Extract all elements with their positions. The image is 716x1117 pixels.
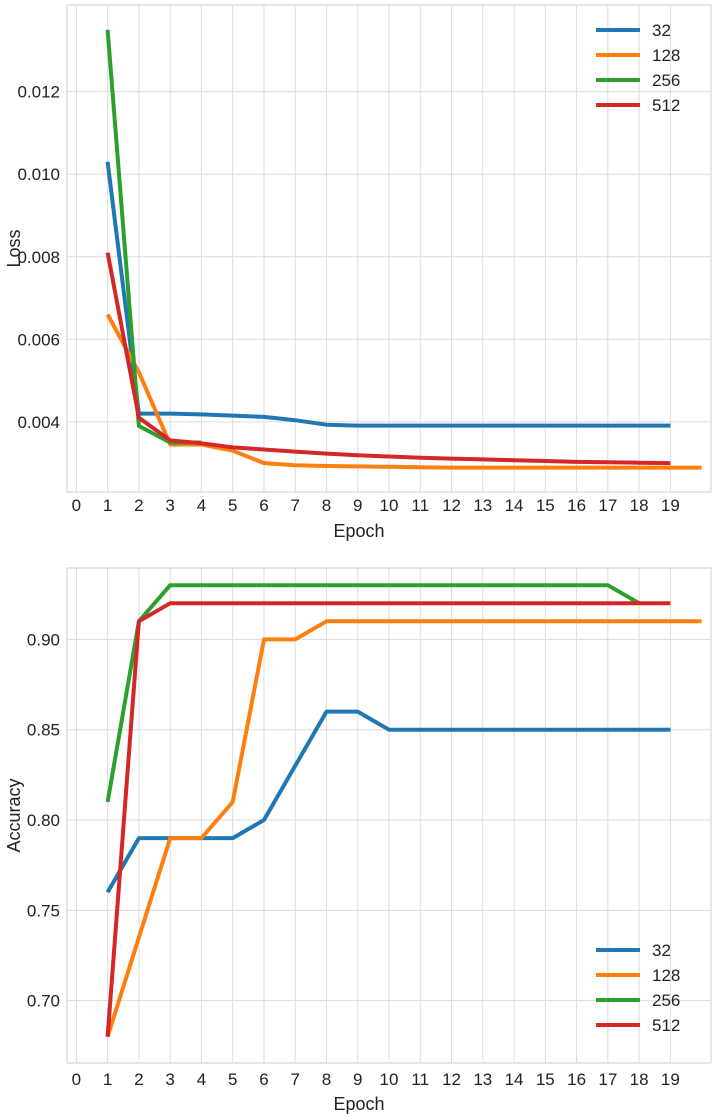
x-tick-label: 17 (598, 1070, 617, 1089)
y-axis-label: Loss (4, 229, 24, 267)
x-axis-label: Epoch (333, 521, 384, 541)
x-tick-label: 12 (442, 496, 461, 515)
x-tick-label: 19 (661, 496, 680, 515)
x-tick-label: 15 (536, 496, 555, 515)
series-lines (105, 29, 702, 470)
x-tick-label: 7 (290, 496, 299, 515)
x-tick-label: 14 (505, 1070, 524, 1089)
legend-label: 256 (652, 71, 680, 90)
legend: 32 128 256 512 (596, 21, 680, 115)
x-tick-label: 19 (661, 1070, 680, 1089)
x-tick-label: 9 (353, 1070, 362, 1089)
x-tick-label: 6 (259, 1070, 268, 1089)
x-tick-label: 1 (103, 496, 112, 515)
loss-chart: 0 1 2 3 4 5 6 7 8 9 10 11 12 13 14 15 16 17 18 190.0040.006… (4, 4, 712, 541)
y-axis-label: Accuracy (4, 778, 24, 852)
x-tick-label: 13 (473, 496, 492, 515)
x-tick-label: 8 (322, 496, 331, 515)
legend-label: 512 (652, 96, 680, 115)
x-tick-label: 0 (72, 496, 81, 515)
series-line-256 (105, 583, 641, 803)
x-tick-label: 16 (567, 1070, 586, 1089)
y-tick-label: 0.75 (27, 901, 60, 920)
x-tick-label: 8 (322, 1070, 331, 1089)
y-tick-label: 0.90 (27, 630, 60, 649)
x-tick-label: 1 (103, 1070, 112, 1089)
legend-label: 32 (652, 21, 671, 40)
y-tick-label: 0.70 (27, 992, 60, 1011)
x-tick-label: 10 (380, 1070, 399, 1089)
x-tick-label: 18 (630, 1070, 649, 1089)
x-tick-label: 11 (411, 1070, 429, 1089)
y-tick-label: 0.85 (27, 721, 60, 740)
y-tick-label: 0.010 (17, 165, 60, 184)
series-line-128 (105, 619, 702, 1038)
x-tick-label: 6 (259, 496, 268, 515)
x-tick-label: 17 (598, 496, 617, 515)
tick-labels: 0 1 2 3 4 5 6 7 8 9 10 11 12 13 14 15 16 17 18 190.700.750.… (27, 630, 680, 1089)
series-line-512 (105, 252, 671, 466)
series-line-512 (105, 601, 671, 1037)
legend-label: 128 (652, 966, 680, 985)
x-tick-label: 14 (505, 496, 524, 515)
legend-label: 32 (652, 941, 671, 960)
x-tick-label: 15 (536, 1070, 555, 1089)
x-tick-label: 5 (228, 496, 237, 515)
x-tick-label: 5 (228, 1070, 237, 1089)
x-tick-label: 2 (134, 496, 143, 515)
x-tick-label: 16 (567, 496, 586, 515)
legend-label: 512 (652, 1016, 680, 1035)
x-tick-label: 2 (134, 1070, 143, 1089)
legend: 32 128 256 512 (596, 941, 680, 1035)
series-lines (105, 583, 702, 1038)
y-tick-label: 0.80 (27, 811, 60, 830)
series-line-32 (105, 161, 671, 428)
x-tick-label: 10 (380, 496, 399, 515)
y-tick-label: 0.006 (17, 330, 60, 349)
x-tick-label: 3 (165, 496, 174, 515)
accuracy-chart: 0 1 2 3 4 5 6 7 8 9 10 11 12 13 14 15 16 17 18 190.700.750.… (4, 567, 712, 1114)
x-tick-label: 12 (442, 1070, 461, 1089)
x-tick-label: 7 (290, 1070, 299, 1089)
legend-label: 256 (652, 991, 680, 1010)
x-tick-label: 11 (411, 496, 429, 515)
x-tick-label: 4 (197, 496, 206, 515)
x-tick-label: 13 (473, 1070, 492, 1089)
x-tick-label: 0 (72, 1070, 81, 1089)
gridlines (67, 5, 711, 492)
tick-labels: 0 1 2 3 4 5 6 7 8 9 10 11 12 13 14 15 16 17 18 190.0040.006… (17, 83, 679, 515)
y-tick-label: 0.004 (17, 413, 60, 432)
legend-label: 128 (652, 46, 680, 65)
x-axis-label: Epoch (333, 1094, 384, 1114)
x-tick-label: 9 (353, 496, 362, 515)
x-tick-label: 4 (197, 1070, 206, 1089)
x-tick-label: 3 (165, 1070, 174, 1089)
x-tick-label: 18 (630, 496, 649, 515)
y-tick-label: 0.008 (17, 248, 60, 267)
y-tick-label: 0.012 (17, 83, 60, 102)
